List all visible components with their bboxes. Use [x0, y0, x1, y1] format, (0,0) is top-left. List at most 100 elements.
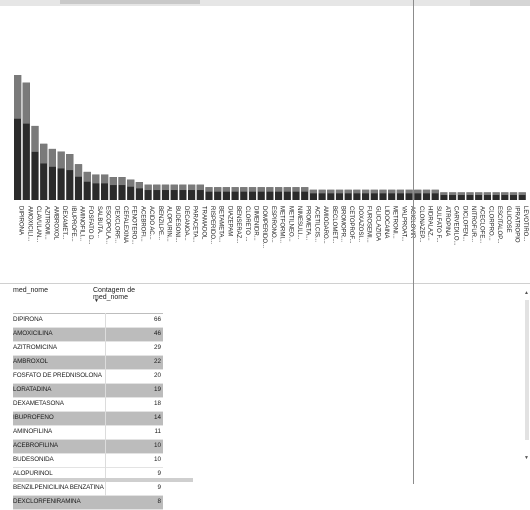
bar[interactable]: [205, 187, 213, 200]
bar[interactable]: [301, 187, 309, 200]
bar[interactable]: [309, 189, 317, 200]
bar[interactable]: [501, 192, 509, 200]
bar[interactable]: [144, 184, 152, 200]
cell-med-nome: LORATADINA: [13, 386, 52, 393]
x-tick-label: DIAZEPAM: [226, 206, 232, 236]
bar[interactable]: [101, 174, 109, 200]
table-row[interactable]: AMBROXOL 22: [13, 356, 163, 370]
cell-count: 22: [153, 358, 161, 365]
bar[interactable]: [170, 184, 178, 200]
bar[interactable]: [179, 184, 187, 200]
bar[interactable]: [240, 187, 248, 200]
bar[interactable]: [431, 189, 439, 200]
bar-chart-panel[interactable]: DIPIRONA AMOXICILI... CLAVULAN... AZITROMI.…: [0, 0, 530, 290]
bar[interactable]: [292, 187, 300, 200]
sort-desc-icon[interactable]: ▼: [94, 298, 99, 304]
bar[interactable]: [22, 82, 30, 200]
bar[interactable]: [109, 177, 117, 200]
bar[interactable]: [231, 187, 239, 200]
bar[interactable]: [188, 184, 196, 200]
table-row[interactable]: AMINOFILINA 11: [13, 426, 163, 440]
bar[interactable]: [31, 125, 39, 200]
bar[interactable]: [327, 189, 335, 200]
table-row[interactable]: ACEBROFILINA 10: [13, 440, 163, 454]
bar-highlight: [475, 192, 483, 196]
bar[interactable]: [83, 171, 91, 200]
bar[interactable]: [161, 184, 170, 200]
table-row[interactable]: BENZILPENICILINA BENZATINA 9: [13, 482, 163, 496]
scrollbar-thumb[interactable]: [525, 300, 529, 440]
bar[interactable]: [40, 143, 48, 200]
column-header-med-nome[interactable]: med_nome: [13, 287, 49, 294]
bar[interactable]: [57, 151, 65, 200]
bar[interactable]: [135, 182, 143, 200]
bar[interactable]: [370, 189, 378, 200]
scroll-up-icon[interactable]: ▲: [524, 290, 529, 296]
bar-fill: [170, 184, 178, 200]
bar[interactable]: [353, 189, 361, 200]
bar[interactable]: [335, 189, 344, 200]
bar[interactable]: [483, 192, 491, 200]
cell-med-nome: FOSFATO DE PREDNISOLONA: [13, 372, 102, 379]
bar[interactable]: [196, 184, 204, 200]
bar[interactable]: [405, 189, 413, 200]
table-row[interactable]: FOSFATO DE PREDNISOLONA 20: [13, 370, 163, 384]
bar[interactable]: [518, 192, 526, 200]
bar-fill: [257, 187, 265, 200]
bar[interactable]: [492, 192, 500, 200]
horizontal-scrollbar[interactable]: [13, 478, 193, 482]
column-header-count[interactable]: Contagem de med_nome: [93, 287, 136, 301]
table-row[interactable]: AMOXICILINA 46: [13, 328, 163, 342]
bar[interactable]: [257, 187, 265, 200]
table-row[interactable]: DEXCLORFENIRAMINA 8: [13, 496, 163, 510]
bar[interactable]: [449, 192, 457, 200]
bar[interactable]: [466, 192, 474, 200]
bar[interactable]: [275, 187, 283, 200]
bar[interactable]: [318, 189, 326, 200]
bar[interactable]: [266, 187, 274, 200]
bar[interactable]: [509, 192, 518, 200]
bar[interactable]: [457, 192, 465, 200]
bar[interactable]: [475, 192, 483, 200]
bar[interactable]: [118, 177, 126, 200]
bar-fill: [370, 189, 378, 200]
bar[interactable]: [14, 75, 22, 200]
bar-fill: [214, 187, 222, 200]
bar[interactable]: [48, 148, 56, 200]
bar[interactable]: [127, 179, 135, 200]
bar-highlight: [492, 192, 500, 196]
bar-highlight: [414, 189, 422, 194]
bar[interactable]: [362, 189, 370, 200]
bar[interactable]: [283, 187, 291, 200]
bar-fill: [449, 192, 457, 200]
bar[interactable]: [153, 184, 161, 200]
bar[interactable]: [66, 154, 74, 200]
x-tick-label: SALBUTA...: [96, 206, 102, 238]
x-tick-label: ESPIRONO...: [270, 206, 276, 243]
bar[interactable]: [222, 187, 230, 200]
table-row[interactable]: DEXAMETASONA 18: [13, 398, 163, 412]
data-grid[interactable]: med_nome Contagem de med_nome ▼ DIPIRONA…: [13, 287, 163, 510]
bar-highlight: [335, 189, 344, 194]
bar[interactable]: [396, 189, 404, 200]
bar-highlight: [135, 182, 143, 189]
bar-fill: [248, 187, 257, 200]
bar-highlight: [327, 189, 335, 194]
table-row[interactable]: AZITROMICINA 29: [13, 342, 163, 356]
scroll-down-icon[interactable]: ▼: [524, 455, 529, 461]
bar[interactable]: [422, 189, 431, 200]
bar[interactable]: [388, 189, 396, 200]
table-row[interactable]: BUDESONIDA 10: [13, 454, 163, 468]
x-tick-label: PARACETA...: [192, 206, 198, 243]
bar[interactable]: [92, 174, 100, 200]
bar[interactable]: [74, 164, 83, 200]
table-row[interactable]: DIPIRONA 66: [13, 314, 163, 328]
bar[interactable]: [214, 187, 222, 200]
bar[interactable]: [414, 189, 422, 200]
bar[interactable]: [248, 187, 257, 200]
bar[interactable]: [344, 189, 352, 200]
table-row[interactable]: LORATADINA 19: [13, 384, 163, 398]
bar[interactable]: [440, 192, 448, 200]
table-row[interactable]: IBUPROFENO 14: [13, 412, 163, 426]
bar[interactable]: [379, 189, 387, 200]
